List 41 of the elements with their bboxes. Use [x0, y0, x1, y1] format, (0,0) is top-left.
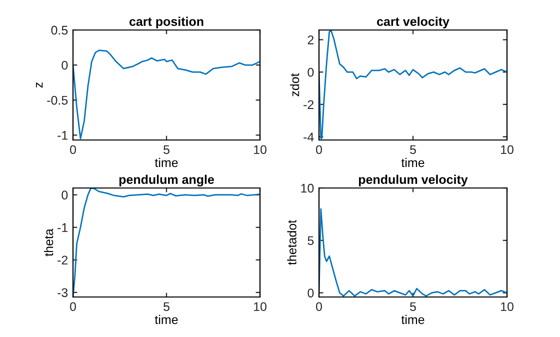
x-tick-label: 5 [164, 145, 170, 154]
y-tick-label: -1 [58, 223, 68, 232]
x-tick-label: 5 [410, 145, 416, 154]
y-axis-title: theta [44, 228, 54, 256]
chart-title: pendulum velocity [358, 174, 468, 186]
chart-title: cart position [129, 16, 204, 28]
y-tick-label: -3 [58, 288, 68, 298]
chart-title: pendulum angle [119, 174, 214, 186]
x-tick-label: 10 [254, 302, 266, 312]
y-tick-label: 0 [308, 288, 314, 298]
x-tick-label: 0 [70, 302, 76, 312]
y-tick-label: -2 [58, 256, 68, 264]
x-tick-label: 10 [254, 145, 266, 154]
y-axis-title: zdot [290, 73, 300, 96]
x-tick-label: 5 [410, 302, 416, 312]
chart-title: cart velocity [377, 16, 450, 28]
y-tick-label: 0 [62, 60, 68, 70]
x-tick-label: 5 [164, 302, 170, 312]
x-axis-title: time [154, 158, 178, 168]
y-axis-title: z [36, 82, 43, 88]
y-axis-title: thetadot [287, 220, 296, 265]
y-tick-label: 5 [308, 236, 314, 246]
y-tick-label: -0.5 [47, 96, 68, 105]
x-tick-label: 10 [501, 302, 514, 312]
y-tick-label: -1 [58, 131, 68, 140]
x-axis-title: time [154, 314, 178, 324]
line-series [73, 188, 260, 297]
x-tick-label: 10 [501, 145, 514, 154]
y-tick-label: 2 [308, 36, 314, 44]
line-series [319, 30, 507, 140]
y-tick-label: -4 [304, 132, 314, 142]
x-tick-label: 0 [316, 145, 322, 154]
y-tick-label: 0.5 [51, 26, 68, 35]
y-tick-label: -2 [304, 100, 314, 109]
y-tick-label: 0 [308, 68, 314, 77]
x-tick-label: 0 [316, 302, 322, 312]
y-tick-label: 0 [62, 190, 68, 200]
x-axis-title: time [401, 314, 424, 324]
x-axis-title: time [401, 158, 424, 168]
x-tick-label: 0 [70, 145, 76, 154]
y-tick-label: 10 [301, 184, 314, 193]
